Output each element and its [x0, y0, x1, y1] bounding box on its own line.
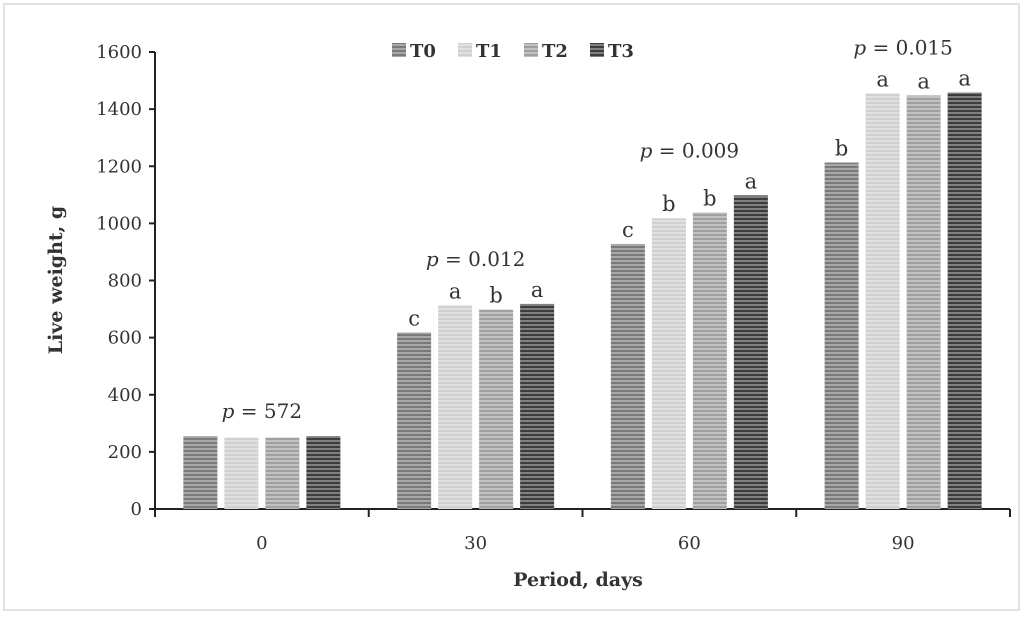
y-tick-label: 1200 — [96, 156, 142, 177]
bar-stripe-overlay — [520, 303, 555, 509]
x-axis-title: Period, days — [513, 569, 643, 591]
significance-letter: a — [958, 67, 971, 91]
chart-border — [3, 3, 1020, 611]
bar-stripe-overlay — [479, 309, 514, 509]
bar-stripe-overlay — [397, 332, 432, 509]
x-tick-label: 90 — [892, 533, 915, 554]
y-axis-title: Live weight, g — [45, 206, 67, 354]
bar-stripe-overlay — [733, 195, 768, 510]
y-tick-label: 400 — [108, 385, 142, 406]
significance-letter: a — [531, 278, 544, 302]
significance-letter: a — [917, 69, 930, 93]
y-tick-label: 200 — [108, 442, 142, 463]
significance-letter: c — [622, 218, 634, 242]
significance-letter: a — [745, 169, 758, 193]
bar-stripe-overlay — [438, 305, 473, 509]
y-tick-label: 600 — [108, 328, 142, 349]
bar-stripe-overlay — [265, 437, 300, 509]
x-tick-label: 0 — [256, 533, 267, 554]
legend-swatch-stripe — [458, 43, 472, 57]
legend-label: T1 — [476, 41, 502, 62]
p-value-label: p = 0.009 — [640, 138, 740, 162]
bar-stripe-overlay — [865, 93, 900, 510]
significance-letter: c — [408, 306, 420, 330]
y-tick-label: 1600 — [96, 42, 142, 63]
legend-label: T0 — [410, 41, 436, 62]
bar-stripe-overlay — [306, 436, 341, 509]
bar-stripe-overlay — [947, 92, 982, 509]
p-value-label: p = 572 — [222, 399, 302, 423]
y-tick-label: 0 — [131, 499, 142, 520]
y-tick-label: 1400 — [96, 99, 142, 120]
legend-item-t0: T0 — [392, 41, 436, 62]
bar-stripe-overlay — [651, 218, 686, 509]
legend-item-t2: T2 — [524, 41, 568, 62]
legend-swatch-stripe — [590, 43, 604, 57]
bar-stripe-overlay — [183, 436, 218, 509]
y-tick-label: 800 — [108, 271, 142, 292]
significance-letter: a — [449, 279, 462, 303]
bar-stripe-overlay — [692, 212, 727, 510]
significance-letter: b — [703, 187, 716, 211]
y-tick-label: 1000 — [96, 213, 142, 234]
significance-letter: b — [489, 284, 502, 308]
bar-stripe-overlay — [224, 437, 259, 509]
significance-letter: b — [662, 192, 675, 216]
p-value-label: p = 0.015 — [853, 36, 953, 60]
bar-stripe-overlay — [906, 95, 941, 509]
legend-item-t3: T3 — [590, 41, 634, 62]
x-tick-label: 30 — [464, 533, 487, 554]
legend-swatch-stripe — [392, 43, 406, 57]
p-value-label: p = 0.012 — [426, 247, 526, 271]
significance-letter: b — [835, 137, 848, 161]
x-tick-label: 60 — [678, 533, 701, 554]
legend-label: T2 — [542, 41, 568, 62]
bar-stripe-overlay — [610, 243, 645, 509]
bar-stripe-overlay — [824, 162, 859, 510]
significance-letter: a — [876, 67, 889, 91]
legend-label: T3 — [608, 41, 634, 62]
legend-item-t1: T1 — [458, 41, 502, 62]
legend-swatch-stripe — [524, 43, 538, 57]
